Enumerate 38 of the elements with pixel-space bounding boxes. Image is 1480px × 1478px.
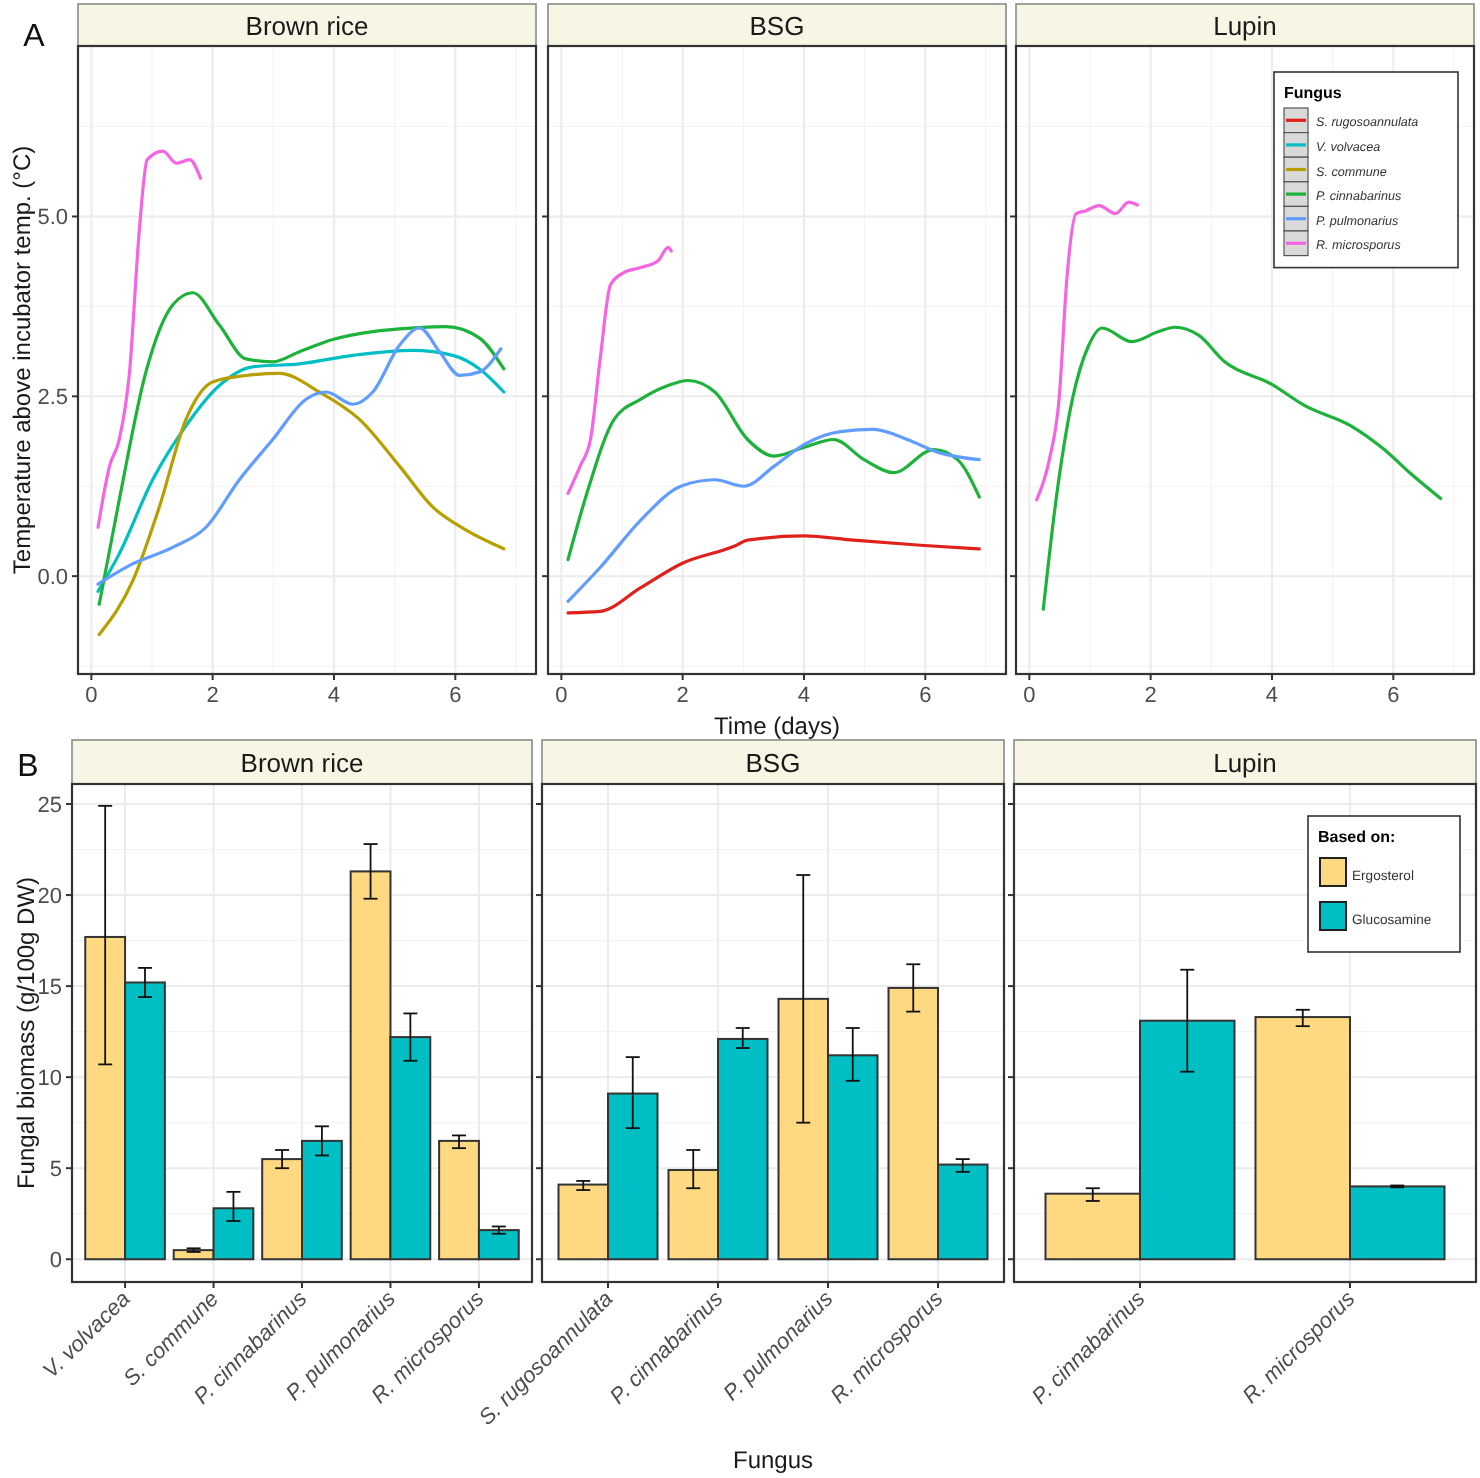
x-tick-label: 0 [85,684,98,708]
y-tick-label: 10 [37,1067,62,1092]
x-tick-label: 0 [555,684,568,708]
x-tick-label: 4 [797,684,811,708]
x-tick-label: 2 [206,684,219,708]
y-tick-label: 2.5 [37,386,68,411]
x-tick-label: 6 [449,684,462,708]
y-tick-label: 15 [37,976,62,1001]
text: B [17,750,39,784]
chart-title: Brown rice [245,11,369,41]
x-tick-label: 4 [327,684,341,708]
legend-title: Based on: [1318,828,1396,846]
chart-title: BSG [749,11,805,41]
chart-title: Lupin [1213,748,1277,778]
x-tick-label: 6 [1387,684,1400,708]
x-tick-label: 2 [676,684,689,708]
text: A [23,20,46,54]
chart-title: BSG [745,748,801,778]
line-series [97,371,506,637]
x-axis-title: Fungus [732,1446,814,1474]
x-tick-label: 0 [1023,684,1036,708]
y-axis-title: Temperature above incubator temp. (°C) [8,145,36,575]
x-tick-label: 4 [1265,684,1279,708]
x-tick-label: 2 [1144,684,1157,708]
y-tick-label: 5.0 [37,206,68,231]
x-tick-label: 6 [919,684,932,708]
y-tick-label: 20 [37,885,62,910]
y-tick-label: 0.0 [37,566,68,591]
y-tick-label: 25 [37,794,62,819]
line-series [97,291,506,606]
chart-title: Brown rice [240,748,364,778]
chart-title: Lupin [1213,11,1277,41]
x-axis-title: Time (days) [714,712,840,740]
line-series [96,149,203,529]
y-tick-label: 0 [49,1249,62,1274]
y-axis-title: Fungal biomass (g/100g DW) [12,876,40,1190]
y-tick-label: 5 [49,1158,62,1183]
legend-title: Fungus [1284,84,1343,102]
